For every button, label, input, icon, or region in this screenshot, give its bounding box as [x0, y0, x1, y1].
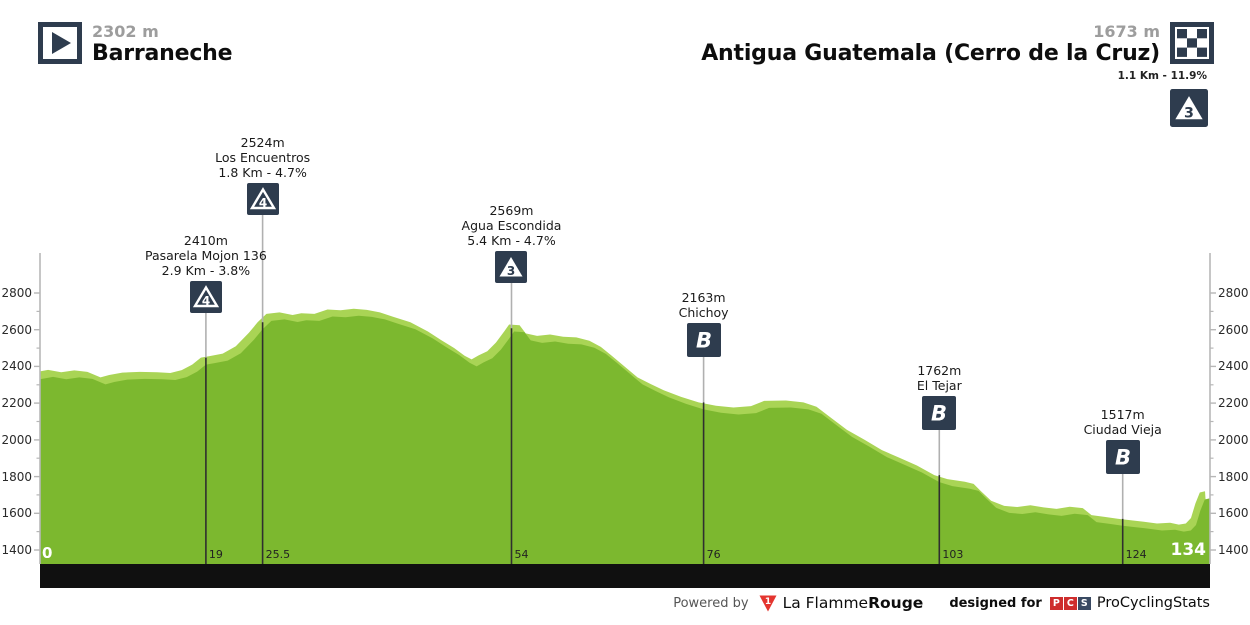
marker-name: Pasarela Mojon 136 — [145, 247, 267, 263]
designed-for-label: designed for — [949, 595, 1042, 611]
x-axis-label: 124 — [1125, 548, 1147, 561]
pcs-letter-s: S — [1077, 596, 1091, 610]
lfr-name-regular: La Flamme — [782, 594, 869, 612]
finish-name: Antigua Guatemala (Cerro de la Cruz) — [701, 41, 1160, 66]
y-axis-label-left: 2200 — [1, 396, 32, 411]
marker-elevation: 2163m — [681, 290, 726, 306]
marker-elevation: 2569m — [489, 203, 534, 219]
procyclingstats-icon: P C S — [1049, 596, 1092, 610]
category-4-climb-marker: 4 — [246, 183, 279, 219]
marker-labels: 1762m El Tejar — [809, 363, 1069, 393]
y-axis-label-left: 1800 — [1, 469, 32, 484]
start-name: Barraneche — [92, 41, 233, 66]
marker-labels: 2163m Chichoy — [574, 290, 834, 320]
profile-area — [40, 315, 1210, 564]
marker-elevation: 2410m — [183, 232, 228, 248]
marker-name: Los Encuentros — [215, 150, 311, 166]
y-axis-label-left: 1600 — [1, 506, 32, 521]
category-3-climb-icon: 3 — [1170, 89, 1208, 127]
marker-elevation: 1762m — [917, 363, 962, 379]
category-3-climb-icon-glyph: 3 — [1170, 89, 1208, 127]
svg-text:3: 3 — [507, 264, 515, 278]
stage-finish-icon — [1170, 22, 1214, 64]
la-flamme-rouge-name: La FlammeRouge — [783, 594, 924, 612]
stage-finish-block: 1673 m Antigua Guatemala (Cerro de la Cr… — [701, 22, 1214, 66]
svg-text:3: 3 — [1184, 106, 1194, 122]
sprint-b-icon: B — [922, 396, 957, 431]
stage-start-icon — [38, 22, 82, 64]
la-flamme-rouge-icon: 1 — [759, 595, 777, 611]
svg-text:4: 4 — [258, 196, 266, 210]
marker-climb-stats: 1.8 Km - 4.7% — [218, 165, 307, 181]
procyclingstats-name: ProCyclingStats — [1096, 595, 1210, 611]
start-elevation: 2302 m — [92, 22, 159, 41]
marker-climb-stats: 5.4 Km - 4.7% — [467, 233, 556, 249]
marker-labels: 2524m Los Encuentros 1.8 Km - 4.7% — [133, 135, 393, 180]
finish-elevation: 1673 m — [1093, 22, 1160, 41]
sprint-marker: B — [1105, 439, 1140, 478]
x-axis-label: 25.5 — [265, 548, 291, 561]
marker-name: Ciudad Vieja — [1083, 421, 1162, 437]
stage-start-block: 2302 m Barraneche — [38, 22, 233, 66]
final-climb-stats: 1.1 Km - 11.9% — [1117, 70, 1207, 82]
marker-labels: 2410m Pasarela Mojon 136 2.9 Km - 3.8% — [76, 233, 336, 278]
powered-by-label: Powered by — [673, 595, 749, 611]
y-axis-label-right: 2600 — [1218, 322, 1249, 337]
y-axis-label-right: 2000 — [1218, 432, 1249, 447]
y-axis-label-left: 1400 — [1, 543, 32, 557]
footer: Powered by 1 La FlammeRouge designed for… — [673, 594, 1210, 612]
y-axis-label-left: 2000 — [1, 432, 32, 447]
y-axis-label-right: 1600 — [1218, 506, 1249, 521]
svg-text:1: 1 — [764, 597, 770, 607]
pcs-letter-p: P — [1049, 596, 1063, 610]
category-4-climb-icon: 4 — [246, 183, 279, 216]
svg-text:B: B — [931, 402, 947, 426]
y-axis-label-left: 2400 — [1, 359, 32, 374]
x-axis-label: 134 — [1170, 540, 1207, 560]
category-4-climb-marker: 4 — [189, 280, 222, 317]
y-axis-label-right: 2400 — [1218, 359, 1249, 374]
sprint-b-icon: B — [686, 323, 721, 358]
marker-name: Chichoy — [678, 305, 729, 321]
x-axis-label: 76 — [706, 548, 721, 561]
sprint-marker: B — [686, 323, 721, 361]
category-4-climb-icon: 4 — [189, 280, 222, 313]
x-axis-label: 19 — [208, 548, 223, 561]
marker-climb-stats: 2.9 Km - 3.8% — [161, 262, 251, 278]
marker-elevation: 2524m — [240, 135, 285, 151]
category-3-climb-icon: 3 — [495, 251, 528, 284]
marker-labels: 1517m Ciudad Vieja — [993, 407, 1250, 437]
marker-name: El Tejar — [916, 378, 962, 394]
y-axis-label-right: 1800 — [1218, 469, 1249, 484]
pcs-letter-c: C — [1063, 596, 1077, 610]
lfr-name-bold: Rouge — [868, 594, 924, 612]
y-axis-label-left: 2600 — [1, 322, 32, 337]
bottom-bar — [40, 564, 1210, 588]
x-axis-label: 54 — [514, 548, 529, 561]
y-axis-label-right: 2200 — [1218, 396, 1249, 411]
marker-elevation: 1517m — [1100, 406, 1145, 422]
svg-text:B: B — [1115, 445, 1131, 469]
svg-text:B: B — [696, 329, 712, 353]
y-axis-label-left: 2800 — [1, 286, 32, 300]
marker-name: Agua Escondida — [461, 218, 562, 234]
x-axis-label: 0 — [42, 544, 53, 562]
y-axis-label-right: 2800 — [1218, 286, 1249, 300]
x-axis-label: 103 — [942, 548, 964, 561]
sprint-b-icon: B — [1105, 439, 1140, 474]
y-axis-label-right: 1400 — [1218, 543, 1249, 557]
marker-labels: 2569m Agua Escondida 5.4 Km - 4.7% — [381, 203, 641, 248]
svg-text:4: 4 — [202, 294, 210, 308]
category-3-climb-marker: 3 — [495, 251, 528, 287]
sprint-marker: B — [922, 396, 957, 434]
